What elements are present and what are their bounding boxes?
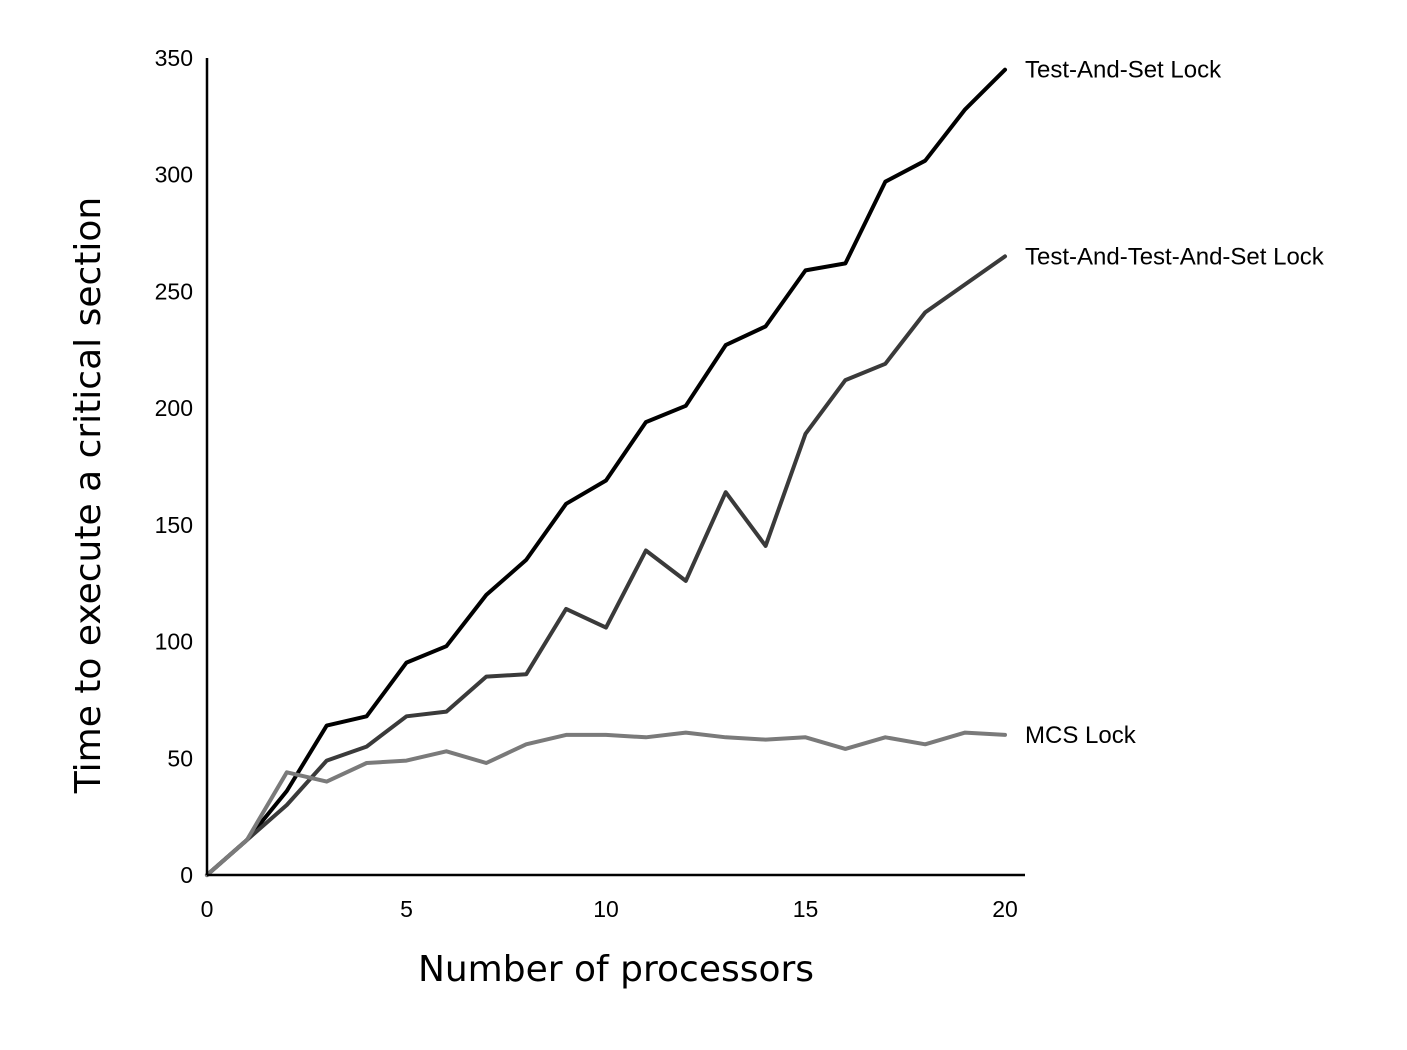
- x-tick-label: 10: [593, 896, 619, 922]
- y-tick-label: 350: [155, 45, 193, 71]
- y-tick-label: 50: [167, 745, 193, 771]
- y-tick-label: 200: [155, 395, 193, 421]
- series-lines: [205, 67, 1007, 877]
- y-tick-label: 150: [155, 512, 193, 538]
- series-line: [205, 730, 1007, 877]
- series-line: [205, 254, 1007, 877]
- series-label: MCS Lock: [1025, 722, 1137, 749]
- x-tick-label: 15: [793, 896, 819, 922]
- y-axis-title: Time to execute a critical section: [68, 197, 109, 794]
- y-tick-label: 100: [155, 629, 193, 655]
- x-axis-title: Number of processors: [418, 949, 814, 990]
- y-tick-label: 250: [155, 278, 193, 304]
- series-label: Test-And-Test-And-Set Lock: [1025, 243, 1325, 270]
- x-tick-label: 20: [992, 896, 1018, 922]
- series-line: [205, 67, 1007, 877]
- y-tick-label: 0: [180, 862, 193, 888]
- series-labels: Test-And-Set Lock Test-And-Test-And-Set L…: [1025, 57, 1325, 749]
- x-tick-label: 5: [400, 896, 413, 922]
- series-label: Test-And-Set Lock: [1025, 57, 1222, 84]
- y-tick-label: 300: [155, 162, 193, 188]
- x-axis-ticks: 0 5 10 15 20: [201, 896, 1018, 922]
- x-tick-label: 0: [201, 896, 214, 922]
- y-axis-ticks: 0 50 100 150 200 250 300 350: [155, 45, 193, 888]
